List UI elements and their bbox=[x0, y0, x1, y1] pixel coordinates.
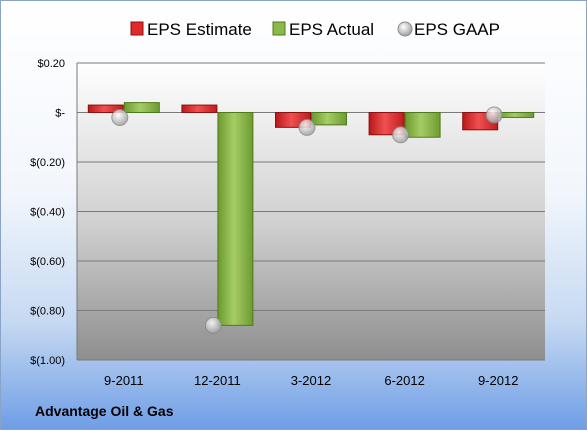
eps-estimate-bar bbox=[181, 104, 218, 113]
x-tick-label: 12-2011 bbox=[194, 373, 241, 388]
eps-gaap-marker bbox=[392, 126, 410, 144]
eps-actual-bar bbox=[404, 112, 441, 138]
x-axis: 9-2011 12-2011 3-2012 6-2012 9-2012 bbox=[104, 373, 518, 388]
y-tick-label: $- bbox=[55, 108, 65, 120]
y-tick-label: $(0.80) bbox=[30, 306, 65, 318]
legend-label: EPS GAAP bbox=[414, 20, 500, 39]
eps-estimate-bar bbox=[87, 104, 124, 113]
x-tick-label: 3-2012 bbox=[291, 373, 331, 388]
bars bbox=[87, 102, 535, 326]
y-tick-label: $0.20 bbox=[37, 58, 65, 70]
legend-gaap-swatch bbox=[397, 21, 413, 37]
y-tick-label: $(1.00) bbox=[30, 355, 65, 367]
legend-actual-swatch bbox=[272, 21, 286, 36]
y-tick-label: $(0.40) bbox=[30, 207, 65, 219]
y-tick-label: $(0.20) bbox=[30, 157, 65, 169]
legend-estimate-swatch bbox=[130, 21, 144, 36]
eps-gaap-marker bbox=[204, 316, 222, 334]
gaap-markers bbox=[111, 106, 503, 334]
x-tick-label: 9-2012 bbox=[478, 373, 518, 388]
eps-actual-bar bbox=[498, 112, 535, 118]
eps-gaap-marker bbox=[298, 118, 316, 136]
x-tick-label: 9-2011 bbox=[104, 373, 144, 388]
eps-actual-bar bbox=[311, 112, 347, 126]
legend-label: EPS Estimate bbox=[147, 20, 252, 39]
y-axis: $0.20 $- $(0.20) $(0.40) $(0.60) $(0.80) $(1.0… bbox=[30, 58, 78, 367]
legend-label: EPS Actual bbox=[289, 20, 374, 39]
company-name: Advantage Oil & Gas bbox=[35, 403, 174, 419]
eps-actual-bar bbox=[123, 102, 160, 113]
eps-gaap-marker bbox=[111, 108, 129, 126]
eps-gaap-marker bbox=[485, 106, 503, 124]
legend: EPS Estimate EPS Actual EPS GAAP bbox=[130, 20, 500, 39]
eps-actual-bar bbox=[217, 112, 254, 326]
y-tick-label: $(0.60) bbox=[30, 256, 65, 268]
x-tick-label: 6-2012 bbox=[384, 373, 424, 388]
